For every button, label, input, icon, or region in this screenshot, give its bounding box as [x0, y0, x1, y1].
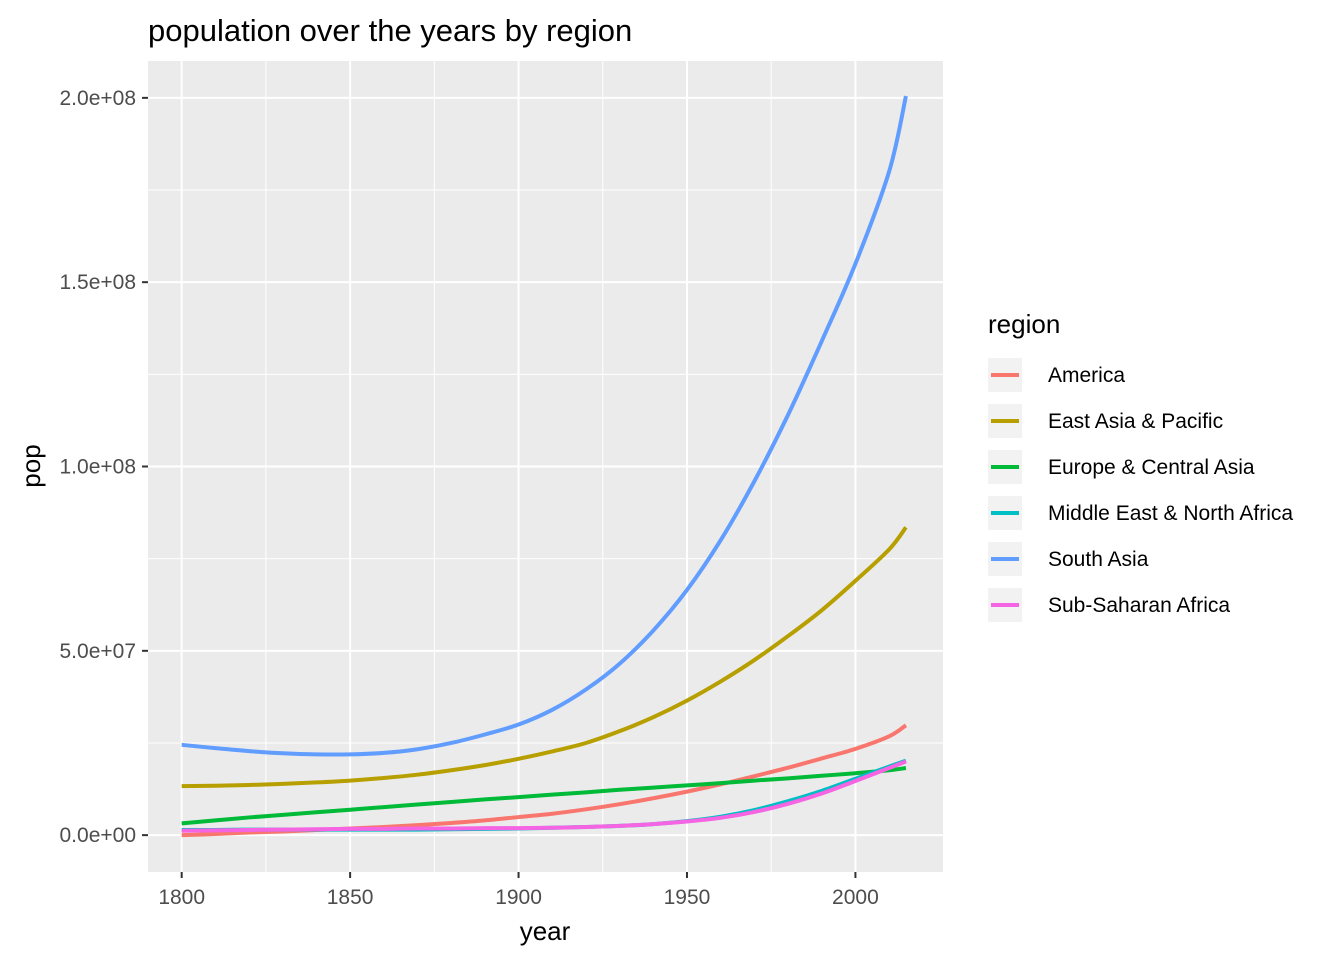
legend-item-europe-central-asia: Europe & Central Asia [988, 450, 1255, 484]
x-tick-label: 1900 [495, 886, 542, 909]
y-tick-label: 0.0e+00 [60, 824, 137, 847]
chart-title: population over the years by region [148, 13, 632, 48]
legend-label: Sub-Saharan Africa [1048, 594, 1230, 617]
x-tick-label: 1950 [664, 886, 711, 909]
legend-item-america: America [988, 358, 1125, 392]
legend-label: East Asia & Pacific [1048, 410, 1223, 433]
x-tick-label: 1850 [327, 886, 374, 909]
legend-items: America East Asia & Pacific Europe & Centr… [988, 358, 1293, 622]
y-axis: 0.0e+00 5.0e+07 1.0e+08 1.5e+08 2.0e+08 [60, 87, 148, 847]
legend-item-middle-east-north-africa: Middle East & North Africa [988, 496, 1293, 530]
series-lines [181, 95, 908, 838]
legend: region America East Asia & Pacific Europe … [988, 309, 1293, 622]
legend-item-east-asia-pacific: East Asia & Pacific [988, 404, 1223, 438]
legend-label: Europe & Central Asia [1048, 456, 1255, 479]
series-line-south-asia [181, 95, 908, 757]
x-tick-label: 1800 [158, 886, 205, 909]
legend-item-south-asia: South Asia [988, 542, 1149, 576]
y-tick-label: 1.5e+08 [60, 271, 137, 294]
legend-label: America [1048, 364, 1125, 387]
y-axis-title: pop [16, 444, 46, 487]
y-tick-label: 5.0e+07 [60, 640, 137, 663]
series-line-europe-central-asia [181, 766, 907, 826]
legend-title: region [988, 309, 1060, 339]
legend-label: South Asia [1048, 548, 1149, 571]
x-tick-label: 2000 [832, 886, 879, 909]
series-line-east-asia-pacific [181, 526, 908, 789]
legend-label: Middle East & North Africa [1048, 502, 1293, 525]
legend-item-sub-saharan-africa: Sub-Saharan Africa [988, 588, 1230, 622]
y-tick-label: 1.0e+08 [60, 456, 137, 479]
x-axis: 1800 1850 1900 1950 2000 [158, 872, 879, 909]
series-line-sub-saharan-africa [181, 759, 907, 833]
y-tick-label: 2.0e+08 [60, 87, 137, 110]
x-axis-title: year [520, 916, 571, 946]
major-gridlines [148, 61, 943, 872]
